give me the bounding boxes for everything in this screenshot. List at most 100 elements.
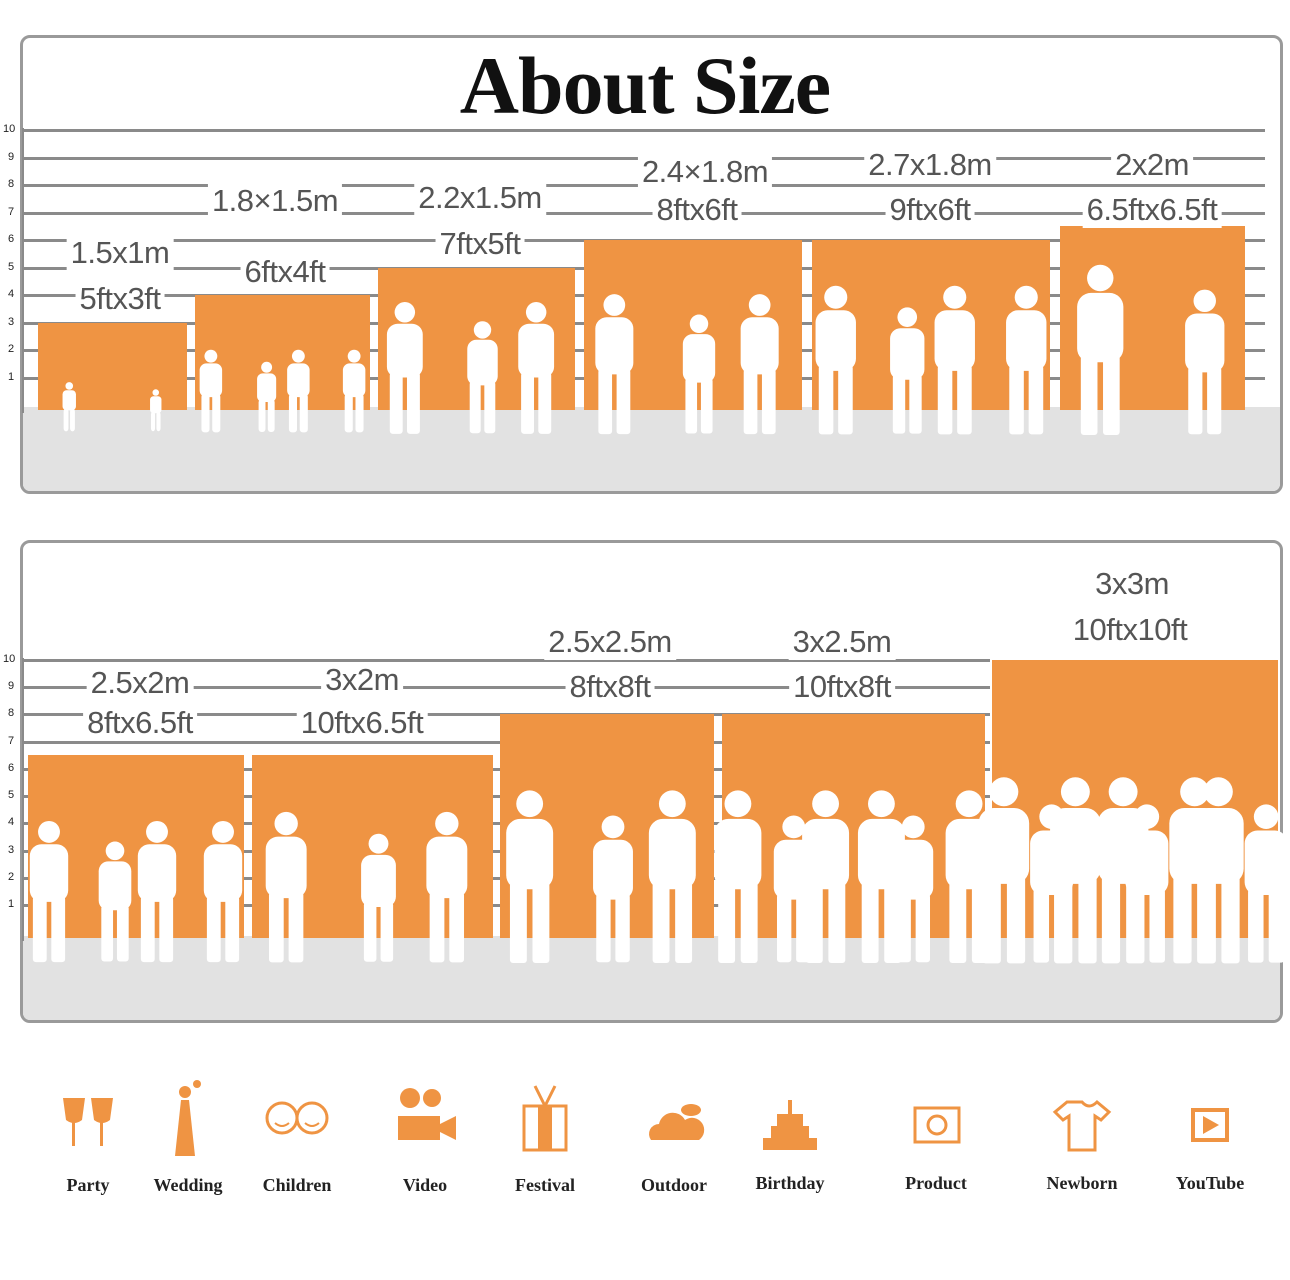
axis-tick-label: 4 <box>8 288 15 301</box>
use-case-label: Product <box>905 1173 967 1193</box>
size-label-imperial: 9ftx6ft <box>885 192 975 228</box>
size-label-imperial: 10ftx8ft <box>789 669 895 705</box>
axis-tick-label: 2 <box>8 343 15 356</box>
size-label-imperial: 8ftx8ft <box>565 669 655 705</box>
person-silhouette <box>802 790 850 964</box>
use-case-label: Video <box>402 1175 448 1195</box>
person-silhouette <box>29 820 69 963</box>
person-silhouette <box>62 382 76 432</box>
size-label-metric: 2.7x1.8m <box>864 147 996 183</box>
person-silhouette <box>1077 264 1124 435</box>
gridline <box>22 211 1265 215</box>
person-silhouette <box>1125 804 1169 963</box>
axis-tick-label: 9 <box>8 150 15 163</box>
axis-tick-label: 2 <box>8 870 15 883</box>
person-silhouette <box>467 321 498 434</box>
use-case-label: Party <box>66 1175 110 1195</box>
size-label-imperial: 6ftx4ft <box>240 254 330 290</box>
person-silhouette <box>1006 285 1047 435</box>
size-label-imperial: 6.5ftx6.5ft <box>1082 192 1222 228</box>
axis-tick-label: 9 <box>8 680 15 693</box>
person-silhouette <box>648 790 696 964</box>
gridline <box>22 129 1265 132</box>
person-silhouette <box>1244 804 1288 963</box>
person-silhouette <box>934 285 975 435</box>
size-label-metric: 2.5x2.5m <box>544 624 676 660</box>
size-label-imperial: 8ftx6.5ft <box>83 705 197 741</box>
page-title: About Size <box>459 40 831 131</box>
person-silhouette <box>1050 777 1101 964</box>
use-case-label: Birthday <box>755 1173 825 1193</box>
axis-tick-label: 10 <box>3 122 16 135</box>
gridline <box>22 659 990 662</box>
person-silhouette <box>682 314 716 434</box>
person-silhouette <box>361 833 396 962</box>
axis-tick-label: 1 <box>8 897 15 910</box>
person-silhouette <box>287 349 310 433</box>
axis-tick-label: 7 <box>8 205 15 218</box>
person-silhouette <box>595 294 634 435</box>
axis-line <box>22 128 24 413</box>
axis-line <box>22 658 24 941</box>
size-label-metric: 3x2m <box>321 662 403 698</box>
person-silhouette <box>137 820 177 963</box>
size-label-metric: 2.2x1.5m <box>414 180 546 216</box>
size-label-imperial: 10ftx6.5ft <box>296 705 428 741</box>
size-label-imperial: 7ftx5ft <box>435 226 525 262</box>
children-faces-icon <box>262 1078 332 1158</box>
axis-tick-label: 4 <box>8 816 15 829</box>
person-silhouette <box>1193 777 1244 964</box>
person-silhouette <box>773 815 814 963</box>
axis-tick-label: 6 <box>8 233 15 246</box>
person-silhouette <box>386 302 423 434</box>
use-case-label: Children <box>262 1175 332 1195</box>
axis-tick-label: 3 <box>8 315 15 328</box>
use-case-label: Newborn <box>1046 1173 1118 1193</box>
person-silhouette <box>506 790 554 964</box>
baby-onesie-icon <box>1047 1078 1117 1158</box>
person-silhouette <box>199 349 223 433</box>
person-silhouette <box>518 302 555 434</box>
size-label-metric: 1.8×1.5m <box>207 183 343 219</box>
axis-tick-label: 8 <box>8 707 15 720</box>
wine-glasses-icon <box>53 1078 123 1158</box>
person-silhouette <box>342 349 366 433</box>
axis-tick-label: 5 <box>8 260 15 273</box>
person-silhouette <box>150 389 162 432</box>
size-label-metric: 2.4×1.8m <box>637 154 773 190</box>
person-silhouette <box>593 815 633 963</box>
ground <box>23 407 1280 491</box>
size-label-metric: 3x3m <box>1091 566 1173 602</box>
person-silhouette <box>426 811 468 963</box>
cloud-icon <box>639 1078 709 1158</box>
person-silhouette <box>740 294 779 435</box>
person-silhouette <box>815 285 856 435</box>
size-label-imperial: 5ftx3ft <box>75 281 165 317</box>
person-silhouette <box>893 815 934 963</box>
person-silhouette <box>98 841 132 962</box>
person-silhouette <box>203 820 243 963</box>
person-silhouette <box>257 361 277 433</box>
cake-icon <box>755 1078 825 1158</box>
axis-tick-label: 1 <box>8 370 15 383</box>
size-label-imperial: 10ftx10ft <box>1068 612 1192 648</box>
size-label-metric: 1.5x1m <box>66 235 174 271</box>
axis-tick-label: 3 <box>8 843 15 856</box>
play-button-icon <box>1175 1078 1245 1158</box>
size-label-metric: 2x2m <box>1111 147 1193 183</box>
axis-tick-label: 7 <box>8 734 15 747</box>
use-case-label: YouTube <box>1175 1173 1245 1193</box>
bride-icon <box>153 1078 223 1158</box>
size-bar <box>195 295 370 410</box>
person-silhouette <box>265 811 307 963</box>
axis-tick-label: 10 <box>3 652 16 665</box>
size-label-metric: 2.5x2m <box>86 665 194 701</box>
size-bar <box>722 714 985 938</box>
person-silhouette <box>857 790 905 964</box>
gift-box-icon <box>510 1078 580 1158</box>
use-case-label: Festival <box>515 1175 575 1195</box>
size-label-metric: 3x2.5m <box>788 624 896 660</box>
